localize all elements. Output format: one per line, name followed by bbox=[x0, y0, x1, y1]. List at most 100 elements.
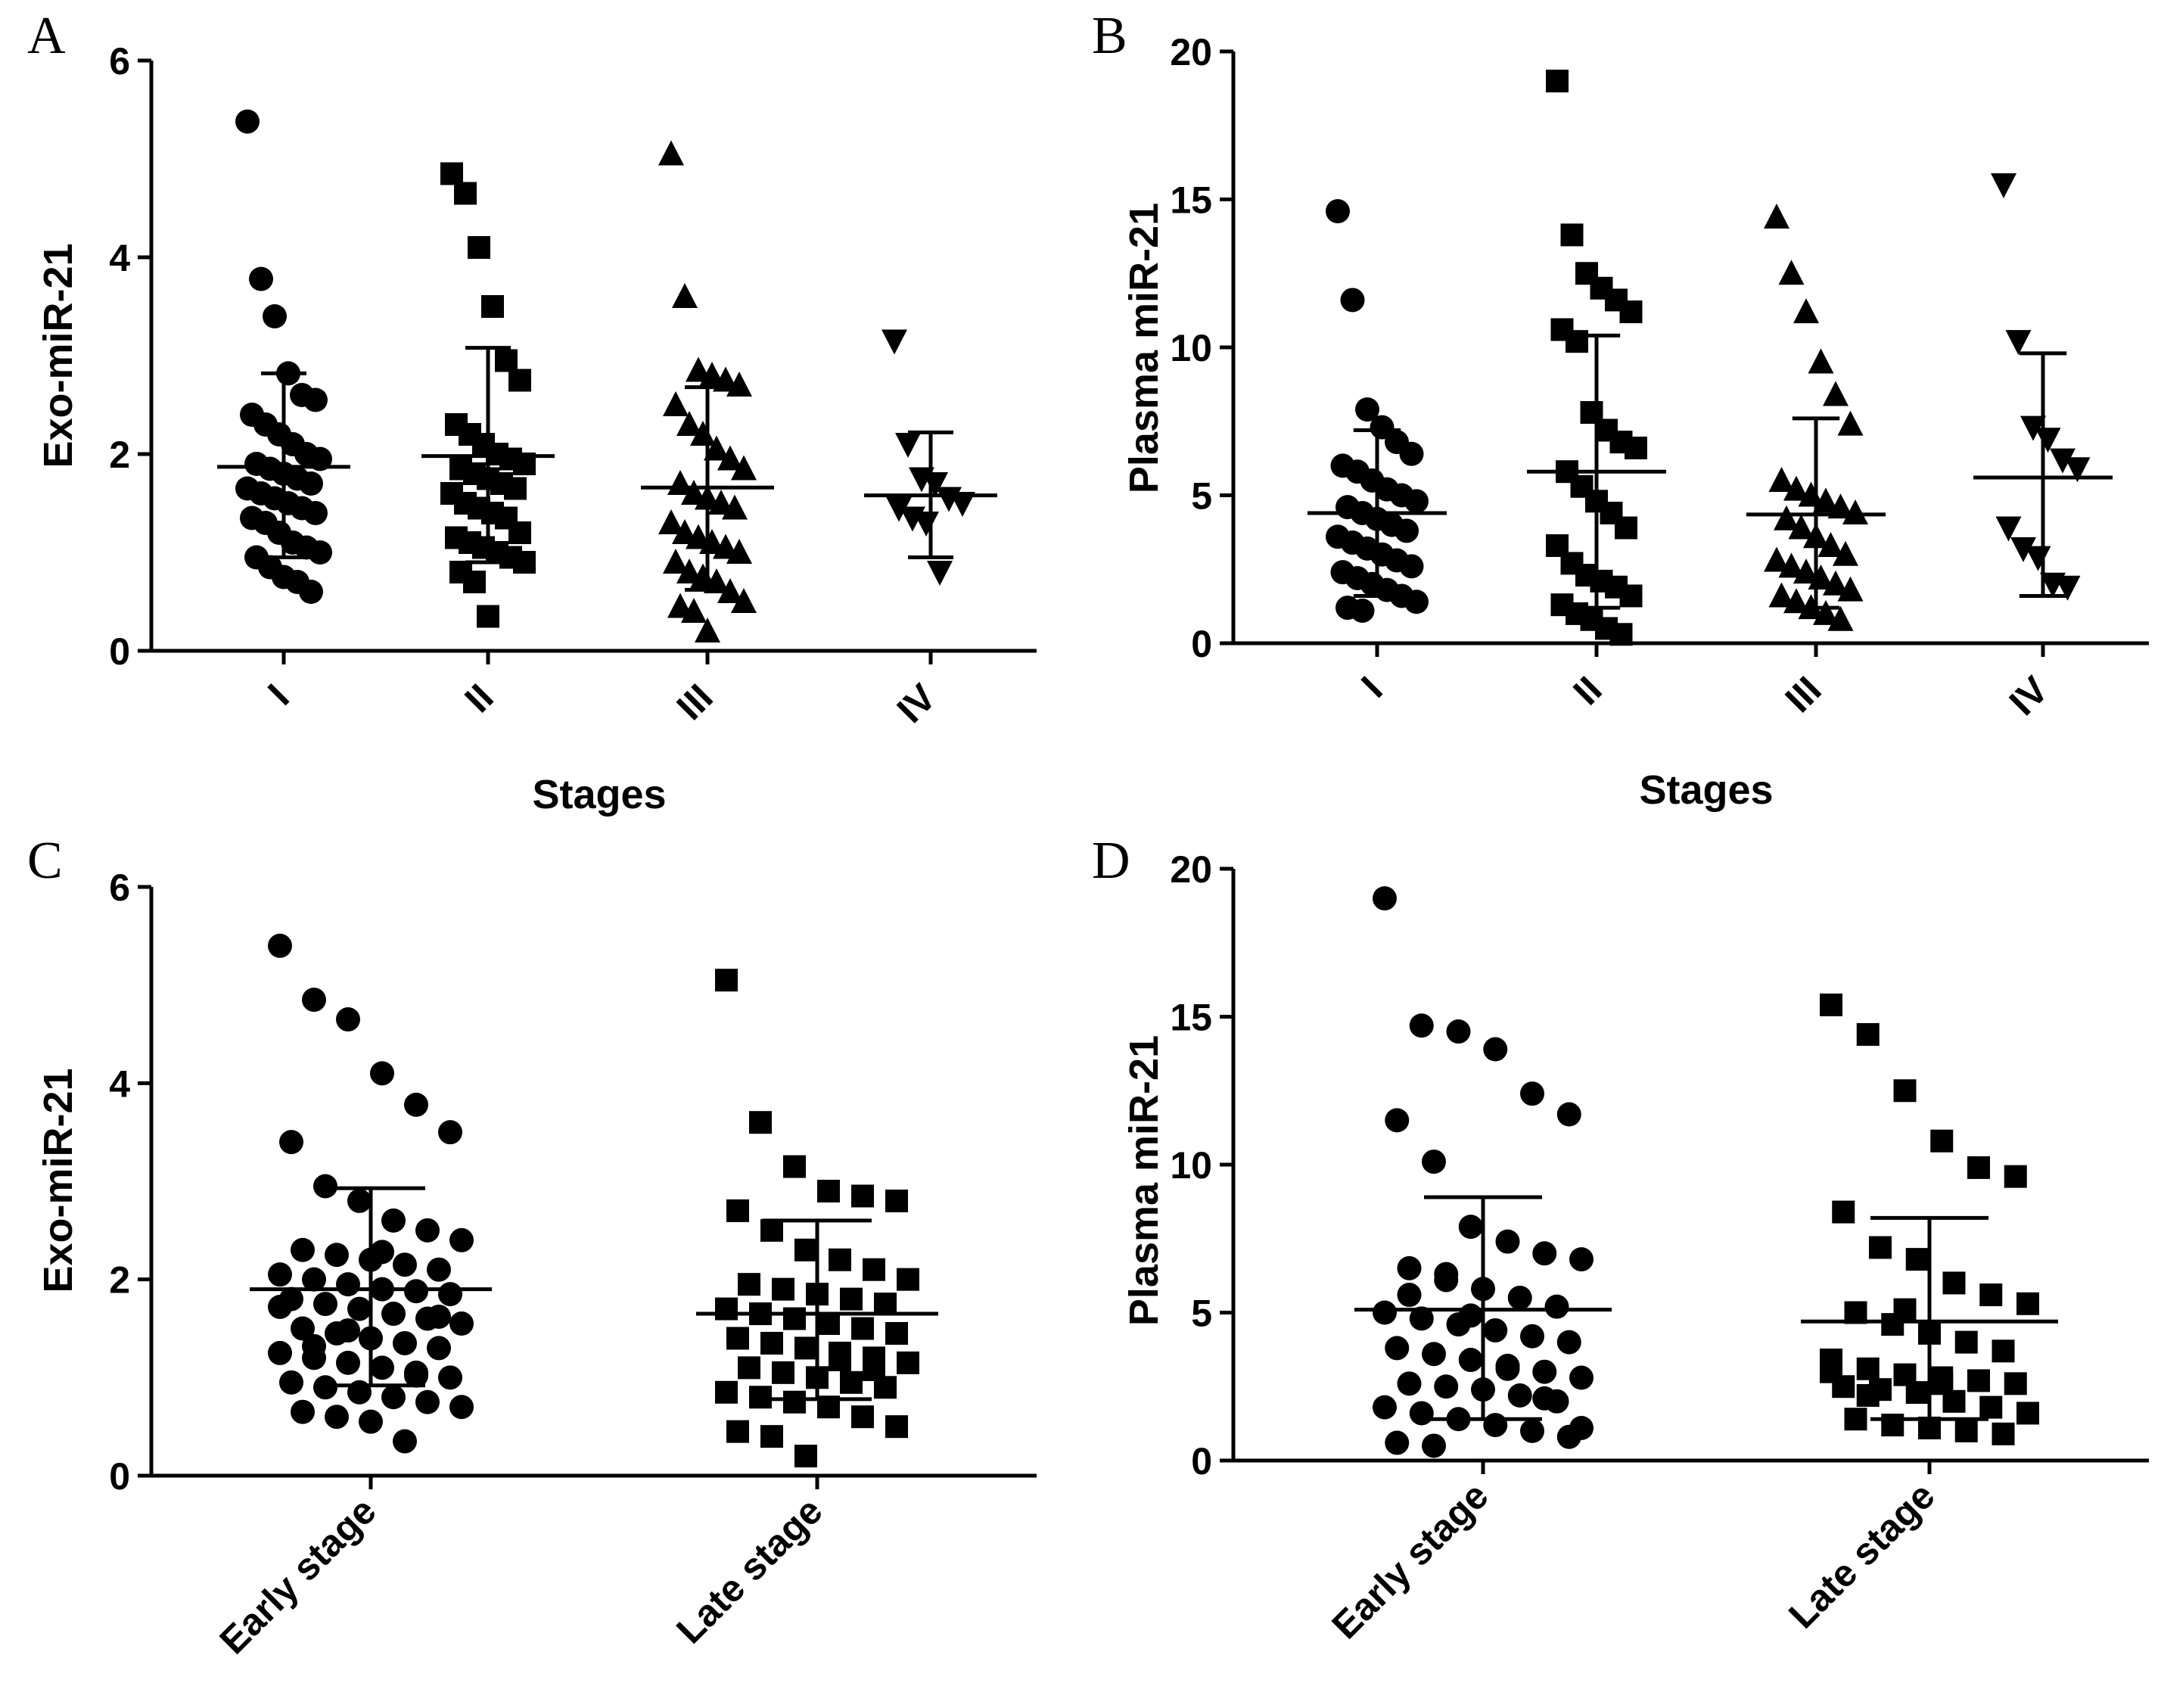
data-point bbox=[667, 593, 693, 618]
data-point bbox=[1823, 570, 1849, 596]
data-point bbox=[863, 1358, 885, 1381]
data-point bbox=[840, 1370, 863, 1394]
data-point bbox=[1813, 599, 1839, 625]
y-tick-label: 0 bbox=[109, 630, 130, 673]
data-point bbox=[1409, 1306, 1434, 1331]
data-point bbox=[1856, 1357, 1880, 1380]
y-axis-title-b: Plasma miR-21 bbox=[1121, 203, 1167, 493]
data-point bbox=[1385, 1336, 1410, 1361]
data-point bbox=[404, 1092, 428, 1117]
data-point bbox=[1869, 1236, 1892, 1259]
data-point bbox=[851, 1184, 874, 1208]
data-point bbox=[695, 618, 720, 642]
data-point bbox=[249, 266, 273, 291]
data-point bbox=[1813, 487, 1839, 513]
data-point bbox=[336, 1007, 360, 1032]
data-point bbox=[1764, 203, 1789, 229]
data-point bbox=[749, 1386, 772, 1409]
data-point bbox=[760, 1425, 783, 1448]
data-point bbox=[1483, 1318, 1508, 1342]
data-point bbox=[672, 519, 698, 544]
data-point bbox=[885, 1415, 908, 1439]
data-point bbox=[1893, 1079, 1917, 1103]
y-tick-label: 6 bbox=[109, 866, 130, 909]
data-point bbox=[1520, 1081, 1544, 1106]
data-point bbox=[1992, 1422, 2015, 1445]
data-point bbox=[738, 1356, 760, 1380]
data-point bbox=[1764, 546, 1789, 572]
data-point bbox=[302, 1267, 326, 1292]
data-point bbox=[681, 598, 707, 623]
data-point bbox=[895, 433, 921, 458]
data-point bbox=[950, 492, 975, 517]
data-point bbox=[1495, 1229, 1520, 1254]
data-point bbox=[291, 1316, 315, 1341]
data-point bbox=[1625, 436, 1647, 459]
data-point bbox=[370, 1240, 394, 1265]
data-point bbox=[1385, 1430, 1410, 1455]
data-point bbox=[1837, 576, 1864, 602]
y-tick-label: 0 bbox=[1191, 623, 1212, 665]
data-point bbox=[1404, 590, 1429, 614]
data-point bbox=[268, 933, 292, 958]
data-point bbox=[1434, 1374, 1459, 1399]
data-point bbox=[1569, 1365, 1594, 1390]
data-point bbox=[449, 1227, 474, 1252]
data-point bbox=[1458, 1348, 1483, 1373]
y-tick-label: 0 bbox=[1191, 1440, 1212, 1482]
data-point bbox=[1385, 1108, 1410, 1133]
data-point bbox=[336, 1272, 360, 1297]
data-point bbox=[2064, 457, 2091, 483]
y-tick-label: 10 bbox=[1170, 1144, 1212, 1187]
data-point bbox=[504, 477, 527, 500]
data-point bbox=[1778, 552, 1805, 578]
data-point bbox=[1556, 1330, 1581, 1355]
data-point bbox=[263, 304, 287, 328]
data-point bbox=[794, 1238, 817, 1262]
data-point bbox=[279, 1370, 303, 1395]
data-point bbox=[438, 1365, 462, 1390]
data-point bbox=[1820, 993, 1842, 1016]
data-point bbox=[1373, 886, 1397, 911]
data-point bbox=[1992, 1339, 2015, 1363]
data-point bbox=[1566, 330, 1588, 353]
data-point bbox=[393, 1330, 417, 1355]
data-point bbox=[1395, 518, 1419, 543]
data-point bbox=[1827, 605, 1854, 631]
data-point bbox=[1930, 1372, 1954, 1395]
data-point bbox=[381, 1302, 406, 1327]
data-point bbox=[783, 1390, 806, 1414]
data-point bbox=[1793, 558, 1819, 584]
data-point bbox=[279, 1130, 303, 1155]
data-point bbox=[495, 349, 518, 372]
data-point bbox=[1422, 1150, 1446, 1174]
data-point bbox=[415, 1218, 440, 1243]
data-point bbox=[885, 1321, 908, 1345]
data-point bbox=[1355, 397, 1379, 422]
data-point bbox=[1842, 499, 1868, 524]
data-point bbox=[817, 1179, 840, 1202]
data-point bbox=[794, 1445, 817, 1468]
data-point bbox=[1422, 1433, 1446, 1458]
data-point bbox=[1532, 1386, 1557, 1411]
data-point bbox=[1544, 1294, 1569, 1319]
data-point bbox=[1881, 1414, 1904, 1437]
data-point bbox=[325, 1405, 349, 1430]
data-point bbox=[829, 1248, 851, 1271]
data-point bbox=[508, 369, 531, 392]
data-point bbox=[726, 372, 752, 397]
data-point bbox=[715, 969, 738, 992]
y-tick-label: 15 bbox=[1170, 997, 1212, 1039]
data-point bbox=[477, 605, 499, 628]
y-tick-label: 20 bbox=[1170, 848, 1212, 891]
data-point bbox=[313, 1174, 337, 1199]
data-point bbox=[1397, 1255, 1422, 1280]
data-point bbox=[676, 411, 702, 436]
data-point bbox=[1569, 1415, 1594, 1440]
data-point bbox=[481, 295, 504, 318]
data-point bbox=[704, 568, 729, 593]
data-point bbox=[2005, 330, 2032, 356]
data-point bbox=[1373, 1300, 1397, 1325]
data-point bbox=[1768, 466, 1795, 492]
data-point bbox=[1856, 1022, 1880, 1046]
